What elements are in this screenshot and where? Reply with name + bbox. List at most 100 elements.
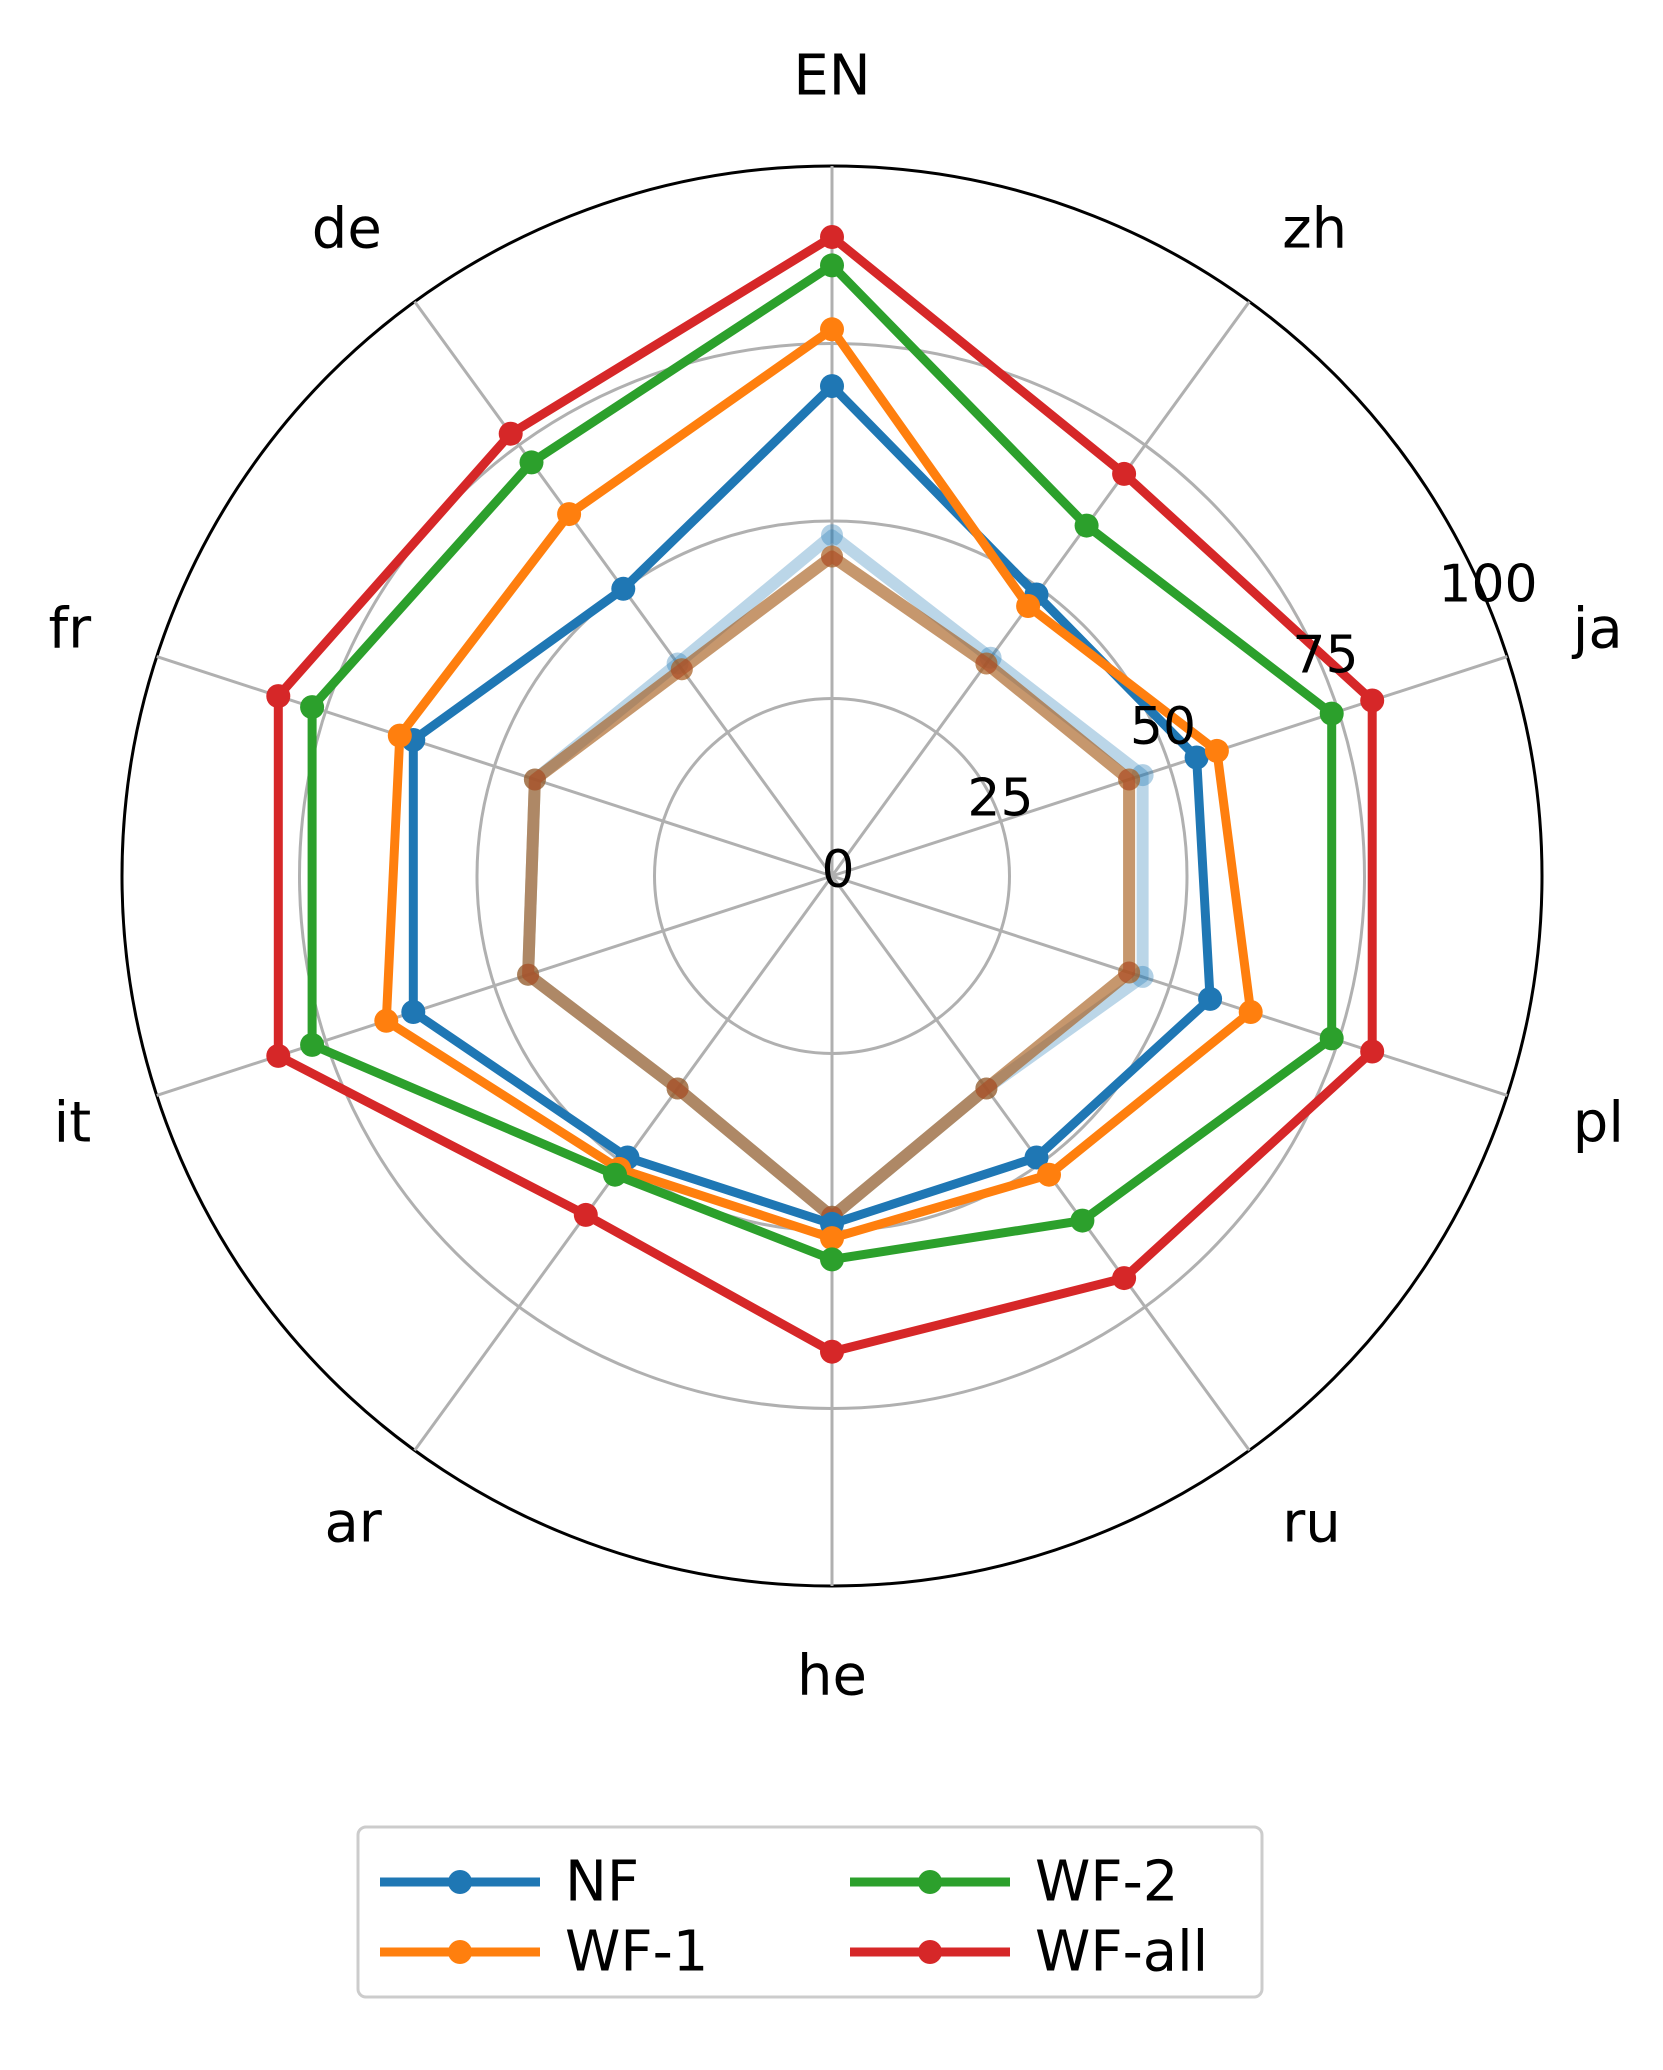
legend-swatch-marker-WF-2 [918,1870,942,1894]
inner-point-WF-2-ja [1118,768,1141,791]
legend-label-WF-all: WF-all [1035,1920,1208,1985]
inner-point-WF-all-it [517,963,540,986]
tick-label-50: 50 [1130,697,1196,757]
inner-point-WF-all-pl [1118,961,1141,984]
point-WF-all-pl [1360,1039,1385,1064]
inner-point-WF-2-EN [821,545,843,568]
point-WF-1-zh [1016,594,1041,618]
axis-label-EN: EN [793,44,870,109]
point-NF-pl [1198,986,1223,1011]
point-WF-all-ja [1360,688,1385,713]
polar-grid [120,164,1544,1588]
inner-point-WF-1-ar [666,1077,689,1100]
point-NF-de [611,576,636,601]
point-WF-all-ru [1112,1266,1137,1291]
inner-point-WF-all-fr [523,768,546,791]
inner-point-NF-pl [1131,965,1154,988]
point-WF-2-pl [1319,1026,1344,1051]
legend-swatch-marker-NF [448,1870,472,1894]
point-WF-1-fr [387,723,412,748]
inner-point-WF-2-ar [666,1077,689,1100]
inner-point-WF-all-zh [975,652,998,675]
tick-label-75: 75 [1292,626,1358,686]
axis-label-fr: fr [48,596,92,661]
point-WF-1-ja [1204,738,1229,763]
point-WF-all-zh [1112,461,1137,486]
point-WF-2-ar [603,1162,627,1187]
legend-box [356,1825,1264,1999]
inner-point-WF-2-pl [1118,961,1141,984]
inner-point-NF-EN [821,524,843,547]
point-WF-1-pl [1238,1000,1263,1024]
axis-label-ar: ar [324,1491,382,1556]
axis-label-he: he [797,1644,867,1709]
legend-label-NF: NF [565,1850,639,1915]
point-WF-1-ru [1037,1162,1061,1187]
inner-point-WF-1-it [517,963,540,986]
tick-label-25: 25 [967,769,1033,829]
point-WF-1-de [557,502,582,527]
point-WF-2-ja [1319,701,1344,726]
point-WF-all-he [820,1339,844,1364]
point-WF-all-it [266,1043,291,1068]
spoke-fr [156,655,833,878]
axis-label-zh: zh [1282,196,1347,261]
legend-swatch-marker-WF-all [918,1940,942,1964]
point-WF-all-de [498,421,523,446]
inner-point-WF-2-fr [523,768,546,791]
axis-label-de: de [312,196,382,261]
legend-swatch-marker-WF-1 [448,1940,472,1964]
tick-label-0: 0 [821,840,854,900]
point-WF-1-it [374,1008,399,1033]
inner-point-NF-zh [979,646,1002,669]
inner-point-NF-ja [1131,764,1154,787]
point-WF-all-ar [573,1202,598,1227]
axis-label-it: it [54,1091,92,1156]
point-WF-2-it [300,1032,325,1057]
inner-point-WF-all-de [670,658,693,681]
series-line-WF-all [273,232,1377,1357]
point-WF-2-de [519,450,544,475]
point-WF-all-EN [820,225,844,249]
point-WF-2-zh [1074,513,1099,538]
inner-point-WF-2-de [670,658,693,681]
inner-point-NF-fr [523,768,546,791]
spoke-ja [831,655,1508,878]
point-NF-EN [820,374,844,399]
point-WF-2-ru [1070,1208,1095,1233]
axis-label-pl: pl [1573,1091,1624,1156]
inner-point-WF-all-ar [666,1077,689,1100]
tick-label-100: 100 [1438,554,1537,614]
axis-label-ru: ru [1282,1491,1341,1556]
inner-point-NF-de [666,652,689,675]
inner-point-WF-1-pl [1118,961,1141,984]
point-WF-2-EN [820,253,844,278]
inner-point-WF-1-ja [1118,768,1141,791]
inner-point-NF-it [517,963,540,986]
point-WF-1-EN [820,317,844,342]
point-WF-2-he [820,1247,844,1272]
inner-point-WF-1-de [670,658,693,681]
inner-point-WF-1-ru [975,1077,998,1100]
point-NF-ja [1184,745,1209,770]
inner-point-WF-2-zh [975,652,998,675]
inner-point-WF-1-zh [975,652,998,675]
inner-point-WF-all-ru [975,1077,998,1100]
inner-point-NF-ar [666,1077,689,1100]
inner-point-WF-2-ru [975,1077,998,1100]
spoke-pl [831,874,1508,1097]
inner-point-NF-ru [975,1077,998,1100]
axis-label-ja: ja [1571,596,1623,661]
series-layer [266,225,1385,1364]
point-WF-2-fr [300,695,325,720]
inner-point-WF-2-it [517,963,540,986]
radial-tick-labels: 0 25 50 75 100 [821,554,1537,900]
point-WF-all-fr [266,684,291,709]
inner-point-WF-1-EN [821,545,843,568]
inner-point-WF-all-ja [1118,768,1141,791]
inner-point-WF-1-fr [523,768,546,791]
axis-labels: EN zh ja pl ru he ar it fr de [48,44,1623,1709]
legend-label-WF-2: WF-2 [1035,1850,1178,1915]
